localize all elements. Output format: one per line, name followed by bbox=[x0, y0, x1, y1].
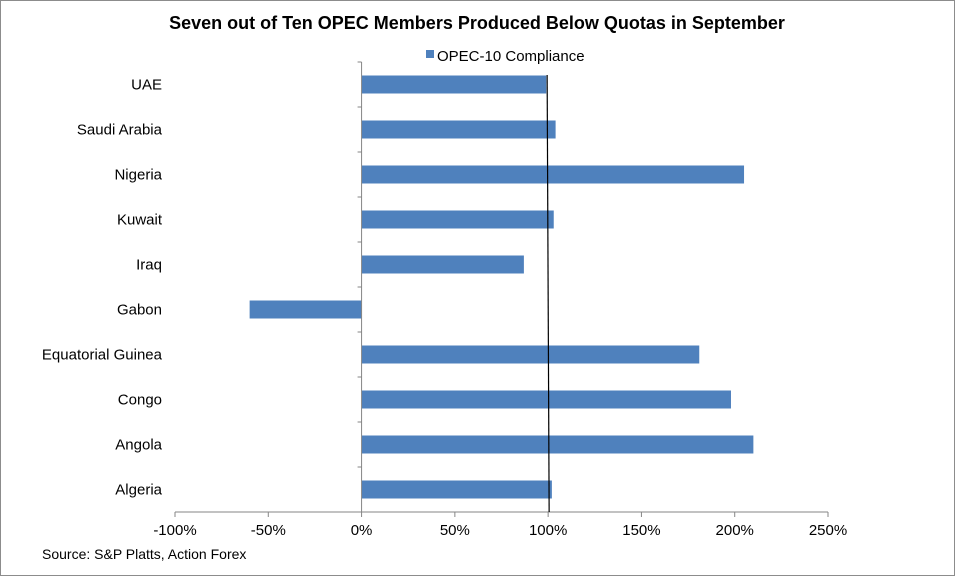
legend-label: OPEC-10 Compliance bbox=[437, 48, 585, 65]
value-tick-label-3: 50% bbox=[440, 522, 470, 539]
bar-3 bbox=[361, 210, 554, 229]
source-note: Source: S&P Platts, Action Forex bbox=[42, 546, 246, 562]
category-label-1: Saudi Arabia bbox=[77, 122, 163, 139]
bar-7 bbox=[361, 390, 731, 409]
category-label-5: Gabon bbox=[117, 302, 162, 319]
chart-title: Seven out of Ten OPEC Members Produced B… bbox=[169, 13, 785, 33]
value-tick-label-5: 150% bbox=[622, 522, 660, 539]
legend-swatch bbox=[426, 50, 434, 58]
category-label-6: Equatorial Guinea bbox=[42, 347, 163, 364]
category-label-3: Kuwait bbox=[117, 212, 163, 229]
value-tick-label-0: -100% bbox=[153, 522, 196, 539]
category-label-2: Nigeria bbox=[114, 167, 162, 184]
category-label-9: Algeria bbox=[115, 482, 162, 499]
bar-0 bbox=[361, 75, 547, 94]
category-label-4: Iraq bbox=[136, 257, 162, 274]
legend: OPEC-10 Compliance bbox=[426, 48, 585, 65]
bar-8 bbox=[361, 435, 754, 454]
value-tick-label-2: 0% bbox=[351, 522, 373, 539]
bar-4 bbox=[361, 255, 524, 274]
bar-9 bbox=[361, 480, 552, 499]
value-tick-label-4: 100% bbox=[529, 522, 567, 539]
category-label-7: Congo bbox=[118, 392, 162, 409]
category-label-0: UAE bbox=[131, 77, 162, 94]
reference-line-100 bbox=[546, 74, 550, 513]
value-tick-label-1: -50% bbox=[251, 522, 286, 539]
bar-5 bbox=[249, 300, 362, 319]
plot-area: UAE Saudi Arabia Nigeria Kuwait Iraq Gabon Equ… bbox=[42, 61, 847, 539]
bar-2 bbox=[361, 165, 745, 184]
value-tick-label-7: 250% bbox=[809, 522, 847, 539]
value-tick-label-6: 200% bbox=[716, 522, 754, 539]
bar-1 bbox=[361, 120, 556, 139]
category-label-8: Angola bbox=[115, 437, 162, 454]
bar-6 bbox=[361, 345, 700, 364]
